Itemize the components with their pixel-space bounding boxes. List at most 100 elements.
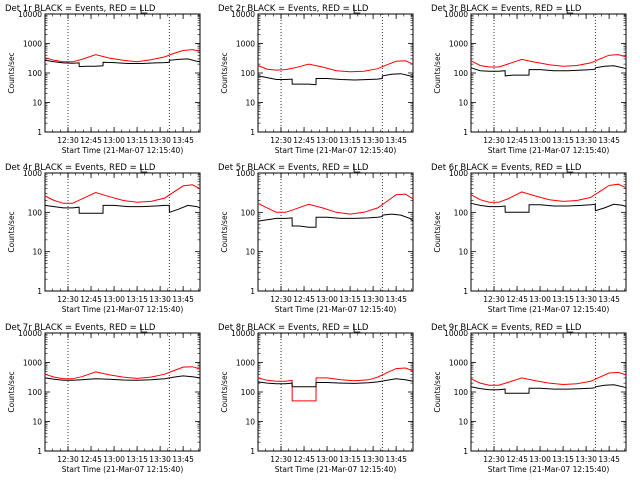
series-line-lld <box>257 193 414 215</box>
x-tick-label: 12:30 <box>270 136 292 145</box>
y-axis-label: Counts/sec <box>7 52 16 93</box>
x-tick-label: 13:00 <box>529 455 551 464</box>
x-tick-label: 13:45 <box>172 455 194 464</box>
x-tick-label: 13:30 <box>149 136 171 145</box>
x-tick-label: 12:45 <box>506 455 528 464</box>
x-tick-label: 13:45 <box>172 295 194 304</box>
x-tick-label: 13:15 <box>339 295 361 304</box>
x-tick-label: 13:30 <box>575 455 597 464</box>
x-tick-label: 13:15 <box>552 136 574 145</box>
x-tick-label: 12:30 <box>57 295 79 304</box>
y-tick-label: 1000 <box>449 40 468 49</box>
y-tick-label: 1 <box>250 287 255 296</box>
y-tick-label: 1 <box>37 128 42 137</box>
y-tick-label: 10000 <box>18 329 42 338</box>
x-tick-label: 12:45 <box>506 136 528 145</box>
y-tick-label: 10 <box>32 418 42 427</box>
y-tick-label: 1000 <box>236 359 255 368</box>
y-tick-label: 1000 <box>23 169 42 178</box>
y-tick-label: 1 <box>37 287 42 296</box>
y-tick-label: 1000 <box>23 40 42 49</box>
x-axis-label: Start Time (21-Mar-07 12:15:40) <box>488 465 610 474</box>
y-tick-label: 10000 <box>231 329 255 338</box>
x-tick-label: 13:30 <box>362 295 384 304</box>
x-tick-label: 13:15 <box>339 136 361 145</box>
x-axis-label: Start Time (21-Mar-07 12:15:40) <box>62 146 184 155</box>
marker-glyph <box>566 324 574 333</box>
detector-panel-5r: Det 5r BLACK = Events, RED = LLD 1 10 100 10… <box>218 163 414 314</box>
series-line-lld <box>257 60 414 73</box>
y-tick-label: 1000 <box>236 40 255 49</box>
series-line-lld <box>44 49 201 63</box>
series-line-lld <box>44 184 201 204</box>
y-axis-label: Counts/sec <box>433 52 442 93</box>
detector-panel-2r: Det 2r BLACK = Events, RED = LLD 1 10 100 10… <box>218 4 414 155</box>
y-tick-label: 100 <box>454 208 469 217</box>
y-tick-label: 10 <box>245 248 255 257</box>
series-line-events <box>44 375 201 381</box>
y-tick-label: 100 <box>28 388 43 397</box>
series-line-events <box>470 202 627 213</box>
x-tick-label: 13:00 <box>529 295 551 304</box>
x-tick-label: 12:30 <box>270 455 292 464</box>
panel-title: Det 1r BLACK = Events, RED = LLD <box>5 4 156 14</box>
y-tick-label: 10 <box>458 248 468 257</box>
x-tick-label: 13:45 <box>598 455 620 464</box>
panel-title: Det 2r BLACK = Events, RED = LLD <box>218 4 369 14</box>
x-tick-label: 13:15 <box>126 295 148 304</box>
panel-title: Det 5r BLACK = Events, RED = LLD <box>218 163 369 173</box>
y-tick-label: 1000 <box>449 359 468 368</box>
series-line-lld <box>470 183 627 203</box>
x-tick-label: 13:15 <box>126 136 148 145</box>
y-axis-label: Counts/sec <box>220 371 229 412</box>
y-tick-label: 1 <box>463 447 468 456</box>
x-tick-label: 13:45 <box>598 136 620 145</box>
x-tick-label: 12:30 <box>270 295 292 304</box>
series-line-lld <box>470 54 627 68</box>
x-tick-label: 12:45 <box>80 136 102 145</box>
panel-title: Det 3r BLACK = Events, RED = LLD <box>431 4 582 14</box>
y-tick-label: 1000 <box>449 169 468 178</box>
x-tick-label: 12:45 <box>80 295 102 304</box>
x-tick-label: 13:45 <box>385 295 407 304</box>
detector-panel-9r: Det 9r BLACK = Events, RED = LLD 1 10 100 10… <box>431 323 627 474</box>
detector-panel-8r: Det 8r BLACK = Events, RED = LLD 1 10 100 10… <box>218 323 414 474</box>
y-tick-label: 10000 <box>444 10 468 19</box>
series-line-lld <box>470 371 627 386</box>
panel-title: Det 9r BLACK = Events, RED = LLD <box>431 323 582 333</box>
y-tick-label: 10 <box>245 99 255 108</box>
x-axis-label: Start Time (21-Mar-07 12:15:40) <box>275 146 397 155</box>
y-tick-label: 100 <box>454 69 469 78</box>
y-axis-label: Counts/sec <box>220 211 229 252</box>
x-axis-label: Start Time (21-Mar-07 12:15:40) <box>62 305 184 314</box>
x-tick-label: 13:00 <box>316 295 338 304</box>
panel-title: Det 6r BLACK = Events, RED = LLD <box>431 163 582 173</box>
x-axis-label: Start Time (21-Mar-07 12:15:40) <box>275 305 397 314</box>
y-tick-label: 10 <box>458 418 468 427</box>
plot-frame <box>470 172 627 292</box>
marker-glyph <box>353 5 361 14</box>
x-tick-label: 13:30 <box>362 136 384 145</box>
marker-glyph <box>566 164 574 173</box>
x-tick-label: 13:15 <box>552 455 574 464</box>
marker-glyph <box>566 5 574 14</box>
marker-glyph <box>353 164 361 173</box>
series-line-lld <box>257 367 414 402</box>
x-tick-label: 12:45 <box>80 455 102 464</box>
series-line-events <box>470 65 627 77</box>
y-tick-label: 10000 <box>231 10 255 19</box>
x-tick-label: 12:30 <box>57 455 79 464</box>
x-tick-label: 12:30 <box>57 136 79 145</box>
y-axis-label: Counts/sec <box>433 371 442 412</box>
y-tick-label: 10000 <box>444 329 468 338</box>
x-axis-label: Start Time (21-Mar-07 12:15:40) <box>62 465 184 474</box>
x-tick-label: 13:30 <box>362 455 384 464</box>
detector-panel-6r: Det 6r BLACK = Events, RED = LLD 1 10 100 10… <box>431 163 627 314</box>
marker-glyph <box>140 5 148 14</box>
detector-panel-4r: Det 4r BLACK = Events, RED = LLD 1 10 100 10… <box>5 163 201 314</box>
panel-title: Det 7r BLACK = Events, RED = LLD <box>5 323 156 333</box>
marker-glyph <box>140 324 148 333</box>
x-tick-label: 13:45 <box>385 455 407 464</box>
y-tick-label: 100 <box>241 388 256 397</box>
